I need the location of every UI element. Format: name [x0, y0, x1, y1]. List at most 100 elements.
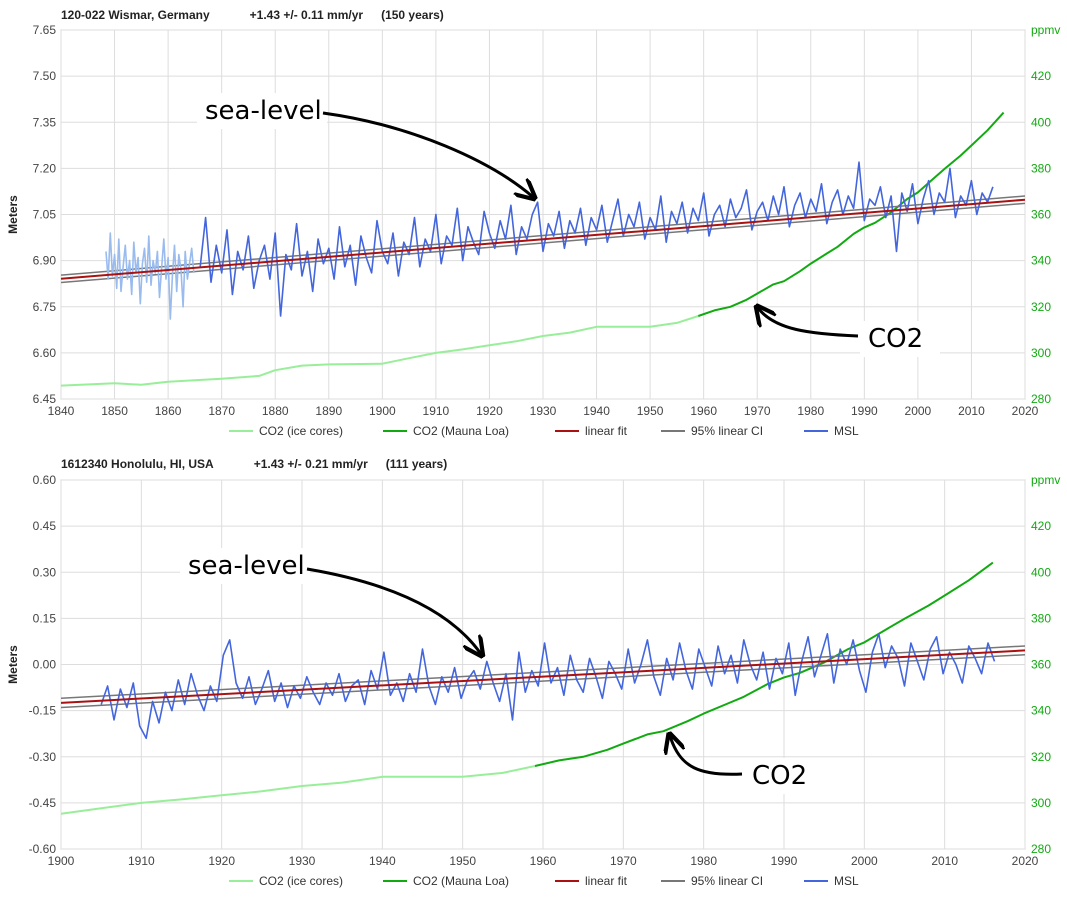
y-tick-label: 0.30 — [33, 565, 57, 579]
legend-label: 95% linear CI — [691, 424, 763, 438]
co2-mauna-loa-line — [697, 111, 1005, 317]
co2-annotation: CO2 — [752, 761, 807, 791]
y2-tick-label: 420 — [1031, 519, 1051, 533]
sea-level-annotation: sea-level — [188, 551, 305, 581]
x-tick-label: 1950 — [637, 404, 664, 418]
x-tick-label: 2010 — [931, 854, 958, 868]
legend-item: CO2 (Mauna Loa) — [383, 424, 509, 438]
header-rate: +1.43 +/- 0.11 mm/yr — [250, 8, 364, 22]
linear-fit-line — [61, 649, 1025, 704]
chart-panel-1: 1840 1850 1860 1870 1880 1890 1900 1910 1920 1930… — [6, 8, 1060, 438]
legend-item: 95% linear CI — [661, 874, 763, 888]
co2-ice-cores-line — [61, 765, 536, 815]
y2-tick-label: 280 — [1031, 842, 1051, 856]
y2-tick-label: 400 — [1031, 115, 1051, 129]
annotation-bg — [197, 93, 327, 129]
x-tick-label: 1970 — [610, 854, 637, 868]
legend-label: CO2 (Mauna Loa) — [413, 874, 509, 888]
plot-series — [61, 111, 1025, 387]
legend-item: linear fit — [555, 874, 628, 888]
y2-tick-label: 300 — [1031, 796, 1051, 810]
x-tick-label: 1910 — [423, 404, 450, 418]
chart-header: 1612340 Honolulu, HI, USA +1.43 +/- 0.21 … — [61, 457, 447, 471]
legend-item: CO2 (ice cores) — [229, 424, 343, 438]
y2-axis-label: ppmv — [1031, 23, 1060, 37]
x-tick-label: 1920 — [476, 404, 503, 418]
y2-axis-label: ppmv — [1031, 473, 1060, 487]
y2-tick-label: 380 — [1031, 611, 1051, 625]
header-years: (150 years) — [381, 8, 444, 22]
x-tick-label: 1870 — [208, 404, 235, 418]
sea-level-arrow — [322, 111, 533, 197]
x-tick-label: 2000 — [905, 404, 932, 418]
y-tick-label: 0.60 — [33, 473, 57, 487]
y-axis-label: Meters — [6, 645, 20, 684]
linear-fit-line — [61, 198, 1025, 280]
y2-tick-label: 360 — [1031, 658, 1051, 672]
header-station: 120-022 Wismar, Germany — [61, 8, 210, 22]
legend-label: CO2 (ice cores) — [259, 424, 343, 438]
x-tick-label: 2020 — [1012, 854, 1039, 868]
x-tick-label: 1850 — [101, 404, 128, 418]
y-tick-label: 7.05 — [33, 208, 57, 222]
y-tick-label: -0.30 — [29, 750, 57, 764]
x-tick-label: 1900 — [369, 404, 396, 418]
x-tick-label: 1980 — [797, 404, 824, 418]
x-tick-label: 1880 — [262, 404, 289, 418]
x-tick-label: 1960 — [530, 854, 557, 868]
ci-lower-line — [61, 653, 1025, 709]
y-tick-label: 6.45 — [33, 392, 57, 406]
sea-level-annotation: sea-level — [205, 96, 322, 126]
annotation-bg — [744, 758, 824, 794]
header-rate: +1.43 +/- 0.21 mm/yr — [254, 457, 368, 471]
y-axis-label: Meters — [6, 195, 20, 234]
y2-tick-label: 420 — [1031, 69, 1051, 83]
y2-tick-label: 360 — [1031, 208, 1051, 222]
header-years: (111 years) — [386, 457, 447, 471]
annotation-bg — [860, 321, 940, 357]
y-tick-label: 7.20 — [33, 161, 57, 175]
co2-ice-cores-line — [61, 315, 699, 387]
x-tick-label: 1940 — [583, 404, 610, 418]
ci-upper-line — [61, 645, 1025, 700]
y2-tick-label: 320 — [1031, 750, 1051, 764]
chart-panel-2: 1900 1910 1920 1930 1940 1950 1960 1970 1980 1990… — [6, 457, 1060, 888]
x-tick-label: 1980 — [690, 854, 717, 868]
y-tick-label: 7.65 — [33, 23, 57, 37]
co2-arrow — [670, 736, 743, 776]
x-tick-label: 1840 — [48, 404, 75, 418]
y-tick-label: 6.90 — [33, 254, 57, 268]
x-tick-label: 1930 — [289, 854, 316, 868]
legend-item: MSL — [804, 424, 859, 438]
x-tick-label: 2020 — [1012, 404, 1039, 418]
x-tick-label: 1970 — [744, 404, 771, 418]
msl-line — [199, 161, 994, 317]
legend-item: MSL — [804, 874, 859, 888]
y-tick-label: 6.75 — [33, 300, 57, 314]
x-tick-label: 1930 — [530, 404, 557, 418]
y2-tick-label: 340 — [1031, 254, 1051, 268]
y2-tick-label: 280 — [1031, 392, 1051, 406]
annotation-group: sea-level CO2 — [197, 93, 940, 357]
y-tick-label: -0.15 — [29, 704, 57, 718]
x-tick-label: 2010 — [958, 404, 985, 418]
sea-level-arrow — [306, 567, 481, 654]
x-tick-label: 1910 — [128, 854, 155, 868]
legend-item: 95% linear CI — [661, 424, 763, 438]
y-tick-label: -0.45 — [29, 796, 57, 810]
legend-label: MSL — [834, 424, 859, 438]
annotation-bg — [180, 548, 310, 584]
legend-label: linear fit — [585, 874, 628, 888]
legend-label: 95% linear CI — [691, 874, 763, 888]
x-tick-label: 1860 — [155, 404, 182, 418]
y-tick-label: 7.50 — [33, 69, 57, 83]
x-tick-label: 1990 — [851, 404, 878, 418]
y-tick-label: 0.45 — [33, 519, 57, 533]
co2-arrow — [758, 308, 859, 338]
annotation-group: sea-level CO2 — [180, 548, 824, 794]
y-tick-label: 0.15 — [33, 611, 57, 625]
y-tick-label: -0.60 — [29, 842, 57, 856]
legend-label: CO2 (Mauna Loa) — [413, 424, 509, 438]
x-tick-label: 1920 — [208, 854, 235, 868]
